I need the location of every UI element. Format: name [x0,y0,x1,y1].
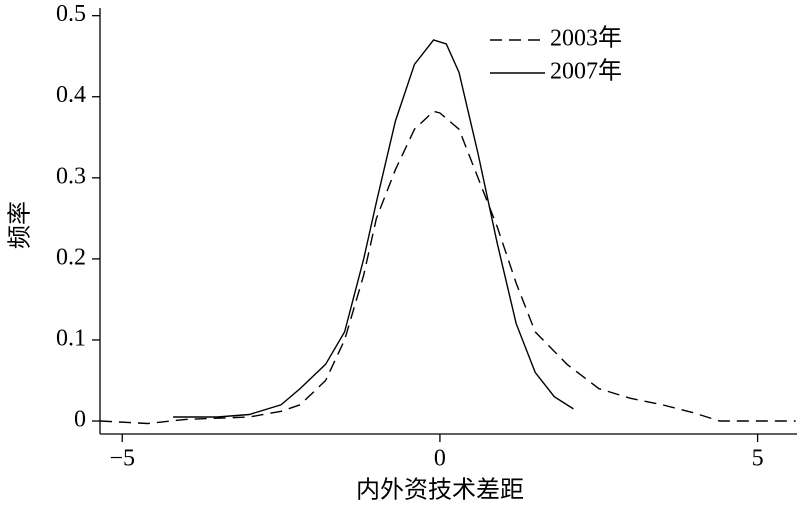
y-tick-label: 0.4 [56,82,86,108]
y-tick-label: 0.2 [56,244,86,270]
y-tick-label: 0.3 [56,163,86,189]
y-tick-label: 0 [74,407,86,433]
x-axis-label: 内外资技术差距 [356,477,524,504]
y-tick-label: 0.5 [56,1,86,27]
legend-label: 2003年 [550,25,622,52]
x-tick-label: 5 [752,446,764,472]
line-series [99,110,796,425]
y-tick-label: 0.1 [56,325,86,351]
line-series [173,39,574,418]
y-axis-label: 频率 [7,201,34,249]
x-tick-label: −5 [109,446,135,472]
legend-label: 2007年 [550,58,622,85]
x-tick-label: 0 [434,446,446,472]
